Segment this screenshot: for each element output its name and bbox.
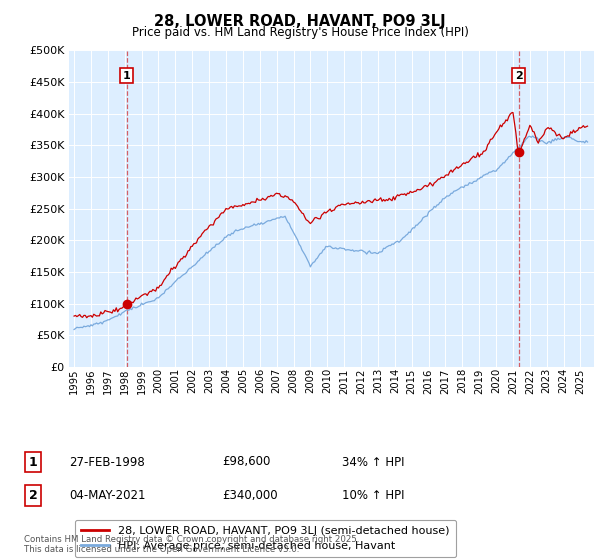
Text: Price paid vs. HM Land Registry's House Price Index (HPI): Price paid vs. HM Land Registry's House …: [131, 26, 469, 39]
Text: 2: 2: [29, 489, 37, 502]
Text: Contains HM Land Registry data © Crown copyright and database right 2025.
This d: Contains HM Land Registry data © Crown c…: [24, 535, 359, 554]
Text: 1: 1: [123, 71, 131, 81]
Text: 27-FEB-1998: 27-FEB-1998: [69, 455, 145, 469]
Text: 10% ↑ HPI: 10% ↑ HPI: [342, 489, 404, 502]
Text: 2: 2: [515, 71, 523, 81]
Text: £340,000: £340,000: [222, 489, 278, 502]
Text: 28, LOWER ROAD, HAVANT, PO9 3LJ: 28, LOWER ROAD, HAVANT, PO9 3LJ: [154, 14, 446, 29]
Text: 1: 1: [29, 455, 37, 469]
Text: 34% ↑ HPI: 34% ↑ HPI: [342, 455, 404, 469]
Text: £98,600: £98,600: [222, 455, 271, 469]
Legend: 28, LOWER ROAD, HAVANT, PO9 3LJ (semi-detached house), HPI: Average price, semi-: 28, LOWER ROAD, HAVANT, PO9 3LJ (semi-de…: [74, 520, 456, 557]
Text: 04-MAY-2021: 04-MAY-2021: [69, 489, 146, 502]
